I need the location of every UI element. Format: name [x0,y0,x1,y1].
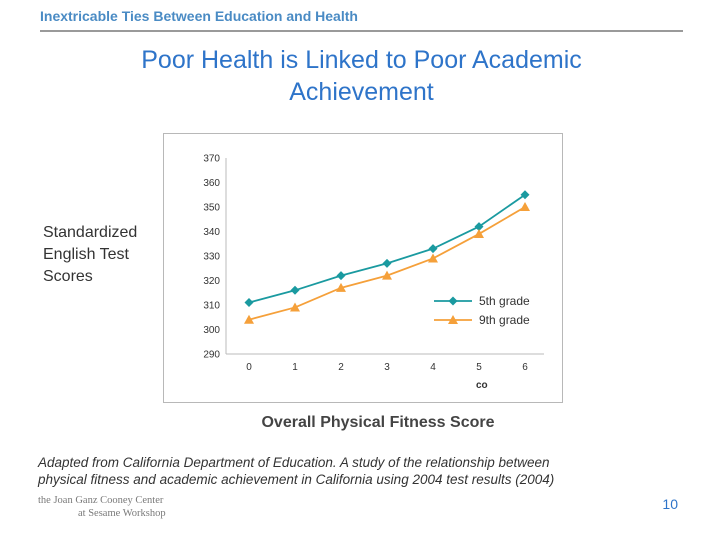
title-line-2: Achievement [289,78,434,106]
x-tick-label: 5 [476,362,482,373]
data-point-5th-grade [382,258,392,268]
line-chart: 290 300 310 320 330 340 350 360 370 0 1 2 3 4 5 6 co 5th … [203,154,544,391]
x-tick-label: 2 [338,362,344,373]
data-point-5th-grade [520,190,530,200]
x-axis-caption: Overall Physical Fitness Score [261,414,495,431]
slide-title: Poor Health is Linked to Poor Academic A… [40,44,683,108]
data-point-5th-grade [290,285,300,295]
data-point-9th-grade [336,282,346,292]
legend-label: 9th grade [479,313,530,327]
source-citation: Adapted from California Department of Ed… [38,454,678,488]
data-point-5th-grade [336,271,346,281]
y-axis-caption: Standardized English Test Scores [43,222,173,288]
legend-marker-triangle [448,315,458,324]
y-tick-label: 320 [203,276,220,287]
data-point-9th-grade [428,253,438,263]
y-caption-line-1: Standardized [43,224,138,241]
x-tick-label: 4 [430,362,436,373]
y-tick-label: 360 [203,178,220,189]
x-tick-label: 0 [246,362,252,373]
legend-label: 5th grade [479,294,530,308]
data-point-9th-grade [520,202,530,211]
data-point-9th-grade [290,302,300,312]
x-tick-label: 6 [522,362,528,373]
y-tick-label: 300 [203,325,220,336]
y-tick-label: 310 [203,301,220,312]
x-tick-label: 3 [384,362,390,373]
y-tick-label: 330 [203,252,220,263]
data-point-9th-grade [474,228,484,238]
data-point-5th-grade [244,298,254,308]
data-point-9th-grade [382,270,392,280]
y-tick-label: 290 [203,350,220,361]
data-point-9th-grade [244,314,254,324]
x-tick-label: 1 [292,362,298,373]
cooney-center-logo: the Joan Ganz Cooney Center at Sesame Wo… [38,494,166,520]
y-caption-line-3: Scores [43,268,93,285]
legend-marker-diamond [448,296,458,306]
title-line-1: Poor Health is Linked to Poor Academic [141,46,582,74]
x-axis-fragment: co [476,380,488,391]
header-divider [40,30,683,32]
data-point-5th-grade [428,244,438,254]
y-tick-label: 350 [203,203,220,214]
page-number: 10 [662,496,678,512]
chart-frame: 290 300 310 320 330 340 350 360 370 0 1 2 3 4 5 6 co 5th … [163,133,563,403]
logo-line-2: at Sesame Workshop [78,508,166,519]
data-point-5th-grade [474,222,484,232]
slide-header: Inextricable Ties Between Education and … [40,8,358,24]
y-tick-label: 370 [203,154,220,165]
source-line-1: Adapted from California Department of Ed… [38,455,550,470]
logo-line-1: the Joan Ganz Cooney Center [38,495,164,506]
source-line-2: physical fitness and academic achievemen… [38,472,555,487]
y-caption-line-2: English Test [43,246,129,263]
y-tick-label: 340 [203,227,220,238]
series-line-5th-grade [248,194,526,304]
